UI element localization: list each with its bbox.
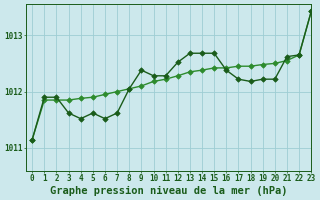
X-axis label: Graphe pression niveau de la mer (hPa): Graphe pression niveau de la mer (hPa) bbox=[50, 186, 287, 196]
